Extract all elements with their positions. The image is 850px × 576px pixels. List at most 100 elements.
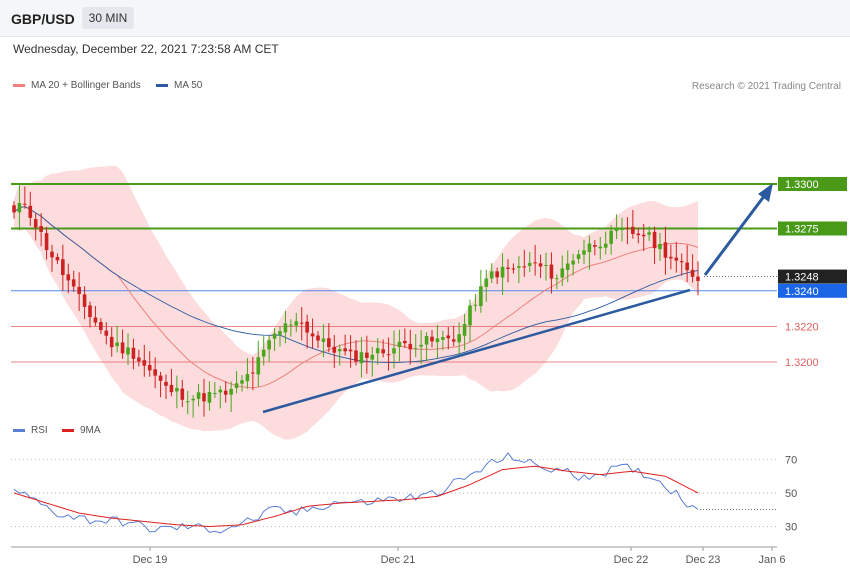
candle-body [126,347,130,355]
candle-body [202,393,206,402]
candle-body [489,271,494,279]
candle-body [679,261,684,263]
candle-body [538,263,543,267]
candle-body [272,333,277,339]
candle-body [549,264,554,279]
candle-body [44,233,49,251]
candle-body [109,336,114,348]
candle-body [582,250,586,255]
candle-body [39,226,43,232]
candle-body [218,389,223,393]
candle-body [278,331,282,335]
candle-body [609,230,613,244]
candle-body [310,333,315,337]
candle-body [23,203,27,205]
candle-body [164,381,168,386]
x-axis-label: Dec 22 [614,554,649,566]
price-tag-1.3248 [778,269,847,284]
candle-body [560,268,565,278]
candle-body [462,323,467,336]
candle-body [424,335,429,345]
candle-body [690,269,695,277]
x-axis-label: Dec 19 [133,554,168,566]
rsi-tick-label: 30 [785,522,797,534]
legend-ma20: MA 20 + Bollinger Bands [13,80,141,91]
legend-ma50-swatch [156,83,168,87]
candle-body [381,349,385,354]
rsi-tick-label: 70 [785,455,797,467]
candle-body [104,330,109,336]
projection-arrow [703,194,767,276]
candle-body [593,245,597,247]
candle-body [696,276,700,281]
interval-selector[interactable]: 30 MIN [82,7,134,29]
candle-body [674,257,679,261]
candle-body [522,266,527,268]
candle-body [533,262,537,264]
candle-body [196,392,201,399]
candle-body [82,294,87,307]
legend-9ma: 9MA [62,425,101,436]
legend-ma50-label: MA 50 [174,80,203,91]
candle-body [631,226,635,234]
rsi-line [13,452,699,534]
candle-body [386,354,391,356]
candle-body [289,324,293,326]
candle-body [473,304,478,306]
candle-body [66,274,71,281]
candle-body [261,349,266,357]
price-label-1.3220: 1.3220 [785,321,819,333]
candle-body [457,334,461,343]
candle-body [468,305,472,326]
candle-body [419,344,423,347]
trendline [262,288,691,414]
candle-body [120,342,125,354]
candle-body [348,349,353,352]
candle-body [147,364,152,371]
symbol-label[interactable]: GBP/USD [11,11,75,27]
candle-body [234,383,239,389]
candle-body [93,317,98,323]
candle-body [50,251,54,258]
candle-body [223,390,228,395]
x-axis-label: Dec 21 [381,554,416,566]
candle-body [99,322,103,331]
candle-body [669,256,673,259]
candle-body [180,388,185,400]
candle-body [446,335,451,339]
price-tag-text-1.3248: 1.3248 [785,272,819,284]
candle-body [430,336,434,342]
price-label-1.3200: 1.3200 [785,357,819,369]
rsi-9ma-line [13,465,699,528]
price-tag-1.3240 [778,283,847,298]
candle-body [375,348,380,354]
candle-body [441,337,445,340]
bollinger-band-area [14,165,698,440]
rsi-tick-label: 50 [785,488,797,500]
candle-body [370,354,375,360]
candle-body [625,227,630,229]
candle-body [294,321,299,326]
candle-body [365,352,369,359]
candle-body [435,338,440,343]
candle-body [153,369,157,376]
candle-body [636,233,641,236]
candle-body [527,262,532,266]
candle-body [245,374,250,382]
candle-body [17,202,22,213]
candle-body [587,243,592,253]
candle-body [71,279,76,287]
legend-rsi-label: RSI [31,425,48,436]
copyright-text: Research © 2021 Trading Central [691,81,841,92]
legend-9ma-label: 9MA [80,425,101,436]
candle-body [283,323,288,333]
candle-body [337,349,342,352]
candle-body [88,305,92,318]
candle-body [685,262,689,271]
candle-body [158,375,163,381]
candle-body [663,242,668,258]
candle-body [229,388,233,395]
candle-body [397,341,402,348]
price-tag-1.3300 [778,177,847,191]
